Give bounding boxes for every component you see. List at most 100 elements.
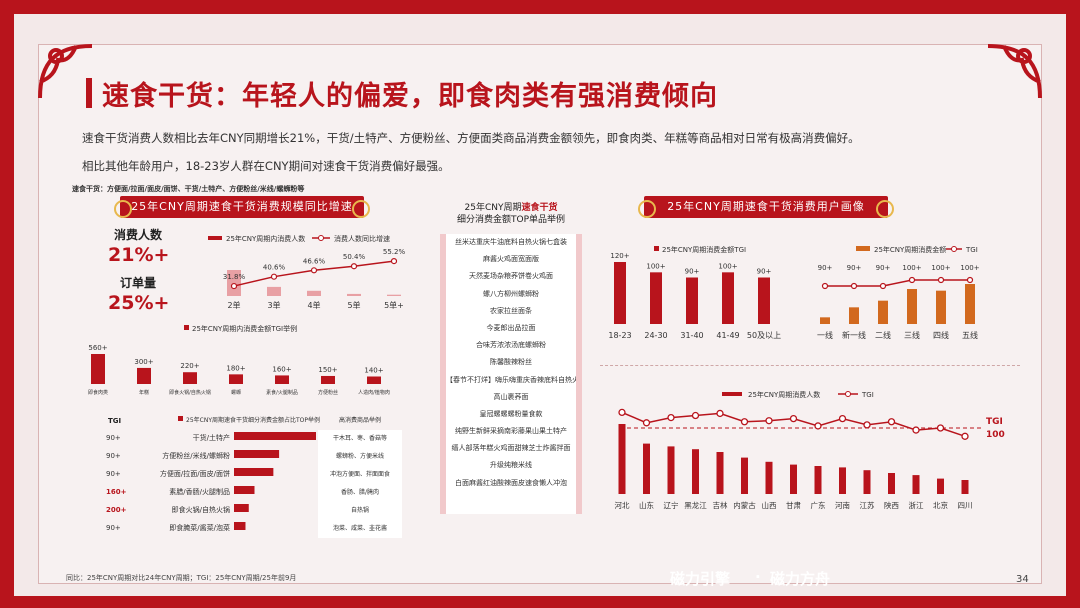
category-label: 干货/土特产 [193,433,230,442]
point [716,409,724,418]
left-ribbon: 25年CNY周期速食干货消费规模同比增速 [114,196,370,218]
tick-label: 二线 [875,330,891,340]
tick-label: 螺蛳 [231,389,241,396]
tick-label: 山西 [762,500,777,510]
tick-label: 四线 [933,330,949,340]
data-label: 560+ [88,344,107,352]
reference-label: TGI [986,417,1003,427]
point [961,432,969,440]
bar [741,457,748,494]
note-text: 泡菜、咸菜、韭花酱 [333,524,387,532]
data-label: 160+ [272,365,291,373]
bar [91,354,105,384]
list-item: 高山裹荞面 [493,392,529,401]
bar [912,475,920,494]
point [740,418,749,426]
brand-logo-2: 磁力方舟 [770,570,831,588]
bar [667,446,675,494]
data-label: 100+ [960,264,979,272]
tick-label: 素食/火腿制品 [266,389,298,396]
category-label: 即食腌菜/酱菜/泡菜 [169,523,230,532]
tick-label: 即食肉类 [88,389,108,396]
page-number: 34 [1016,574,1029,585]
bar [234,504,249,512]
age-tgi-chart: 25年CNY周期消费金额TGI 120+ 18-23 100+ 24-30 90+ 31-4… [608,245,781,340]
bar [790,464,797,494]
kpi-users-label: 消费人数 [114,228,163,242]
legend-label: 25年CNY周期消费金额 [874,245,946,254]
bar [643,443,650,494]
legend-bar-swatch [208,236,222,240]
list-item: 缙人部落年糕火鸡面甜辣芝士炸酱拌面 [451,444,571,453]
data-label: 40.6% [263,264,286,272]
point [310,267,318,274]
bar [229,374,243,384]
bar [814,466,822,494]
tgi-header: TGI [108,417,121,425]
legend-marker [318,235,324,241]
tick-label: 河南 [835,500,850,510]
point [912,426,920,434]
page-title: 速食干货：年轻人的偏爱，即食肉类有强消费倾向 [102,81,718,112]
list-item: 农家拉丝面条 [490,306,532,315]
notes-header: 高消费商品举例 [339,416,381,424]
point [789,414,798,423]
data-label: 90+ [757,268,772,276]
tick-label: 北京 [933,500,948,510]
list-item: 丝米达重庆牛油底料自热火锅七盒装 [455,238,567,246]
data-label: 140+ [364,367,383,375]
corner-ornament-icon [987,44,1042,99]
reference-value: 100 [986,430,1005,440]
tick-label: 山东 [639,500,654,510]
tick-label: 50及以上 [747,331,781,340]
bar [758,277,770,324]
tick-label: 31-40 [680,331,703,340]
point [814,422,822,430]
legend-label: 25年CNY周期内消费人数 [226,234,305,243]
legend-marker [845,391,851,397]
legend-label: 25年CNY周期消费人数 [748,390,820,399]
kpi-orders-label: 订单量 [120,276,157,290]
tgi-value: 90+ [106,434,121,442]
point [863,421,871,429]
data-label: 55.2% [383,248,406,256]
kpi-orders-value: 25%+ [108,292,170,314]
bar [863,470,871,494]
tick-label: 3单 [267,300,280,310]
tick-label: 辽宁 [664,500,679,510]
tick-label: 甘肃 [786,500,801,510]
data-label: 100+ [646,262,665,270]
bar [267,286,281,296]
data-label: 90+ [876,264,891,272]
legend-label: 25年CNY周期消费金额TGI [662,245,746,254]
legend-marker [951,246,957,252]
list-item: 天然麦场杂粮荞饼卷火鸡面 [469,272,553,281]
tick-label: 41-49 [716,331,739,340]
tick-label: 黑龙江 [684,500,707,510]
list-item: 纯野生新鲜采摘南彩藤果山果土特产 [455,427,567,436]
bar [367,376,381,384]
bar [650,272,662,324]
category-label: 方便面/拉面/面皮/面饼 [160,469,230,478]
list-item: 合味芳浓浓汤底螺蛳粉 [476,341,546,350]
tick-label: 24-30 [644,331,667,340]
bar [716,452,724,494]
bar [907,289,917,324]
tick-label: 人造肉/植物肉 [358,389,390,396]
bar [387,294,401,296]
list-item: 升级纯粮米线 [490,461,532,470]
tick-label: 三线 [904,330,920,340]
title-accent [86,78,92,108]
bar [849,307,859,324]
brand-logo-1: 磁力引擎 [670,570,731,588]
intro-line-1: 速食干货消费人数相比去年CNY同期增长21%，干货/土特产、方便粉丝、方便面类商… [82,131,860,145]
tgi-value: 200+ [106,506,127,514]
bar [234,522,246,530]
list-item: 白面麻酱红油酸辣面皮速食懒人冲泡 [455,478,567,487]
list-item: 【春节不打烊】嗨乐嗨重庆香辣底料自热火锅 [446,375,576,384]
tgi-value: 90+ [106,452,121,460]
tick-label: 一线 [817,330,833,340]
data-label: 90+ [847,264,862,272]
legend-bar-swatch [722,392,742,396]
bar [839,467,846,494]
